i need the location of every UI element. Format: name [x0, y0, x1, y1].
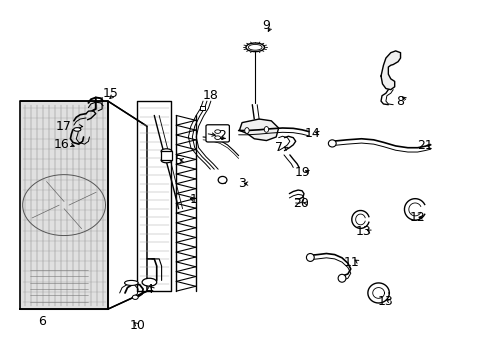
Polygon shape	[20, 101, 108, 309]
Text: 11: 11	[343, 256, 359, 269]
Ellipse shape	[161, 158, 171, 163]
Polygon shape	[239, 119, 278, 140]
Text: 20: 20	[292, 197, 308, 210]
Ellipse shape	[214, 130, 220, 134]
Text: 16: 16	[54, 138, 69, 150]
Ellipse shape	[306, 253, 314, 261]
Text: 15: 15	[102, 87, 118, 100]
Ellipse shape	[328, 140, 335, 147]
Ellipse shape	[214, 136, 220, 139]
Text: 18: 18	[202, 89, 218, 102]
Text: 5: 5	[174, 154, 183, 167]
FancyBboxPatch shape	[205, 125, 229, 142]
Text: 17: 17	[56, 120, 72, 133]
Text: 6: 6	[38, 315, 46, 328]
Text: 10: 10	[129, 319, 145, 332]
Ellipse shape	[248, 44, 262, 50]
Ellipse shape	[244, 128, 248, 134]
Ellipse shape	[132, 295, 138, 300]
Ellipse shape	[142, 278, 157, 286]
Text: 2: 2	[218, 129, 226, 142]
Ellipse shape	[337, 274, 345, 282]
Text: 8: 8	[396, 95, 404, 108]
Polygon shape	[380, 51, 400, 90]
Ellipse shape	[218, 176, 226, 184]
Text: 9: 9	[262, 19, 270, 32]
Text: 14: 14	[304, 127, 320, 140]
Text: 3: 3	[238, 177, 245, 190]
Text: 19: 19	[295, 166, 310, 179]
Bar	[161, 151, 171, 160]
Ellipse shape	[161, 149, 171, 154]
Bar	[199, 107, 205, 110]
Ellipse shape	[264, 127, 268, 132]
Text: 12: 12	[409, 211, 425, 224]
Text: 13: 13	[377, 296, 393, 309]
Text: 1: 1	[189, 193, 197, 206]
Text: 13: 13	[355, 225, 371, 238]
Ellipse shape	[245, 43, 264, 51]
Ellipse shape	[124, 280, 138, 285]
Ellipse shape	[73, 128, 81, 131]
Text: 4: 4	[145, 283, 153, 296]
Text: 7: 7	[274, 141, 282, 154]
Text: 21: 21	[416, 139, 432, 152]
